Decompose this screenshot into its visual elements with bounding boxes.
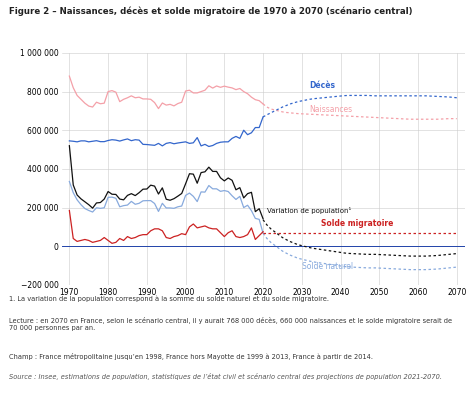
- Text: Solde naturel: Solde naturel: [302, 263, 353, 271]
- Text: Solde migratoire: Solde migratoire: [321, 219, 393, 228]
- Text: Lecture : en 2070 en France, selon le scénario central, il y aurait 768 000 décè: Lecture : en 2070 en France, selon le sc…: [9, 317, 453, 331]
- Text: Champ : France métropolitaine jusqu’en 1998, France hors Mayotte de 1999 à 2013,: Champ : France métropolitaine jusqu’en 1…: [9, 353, 374, 360]
- Text: Décès: Décès: [310, 81, 336, 90]
- Text: 1. La variation de la population correspond à la somme du solde naturel et du so: 1. La variation de la population corresp…: [9, 295, 329, 302]
- Text: Figure 2 – Naissances, décès et solde migratoire de 1970 à 2070 (scénario centra: Figure 2 – Naissances, décès et solde mi…: [9, 6, 413, 15]
- Text: Naissances: Naissances: [310, 105, 353, 114]
- Text: Source : Insee, estimations de population, statistiques de l’état civil et scéna: Source : Insee, estimations de populatio…: [9, 374, 443, 381]
- Text: Variation de population¹: Variation de population¹: [267, 207, 351, 214]
